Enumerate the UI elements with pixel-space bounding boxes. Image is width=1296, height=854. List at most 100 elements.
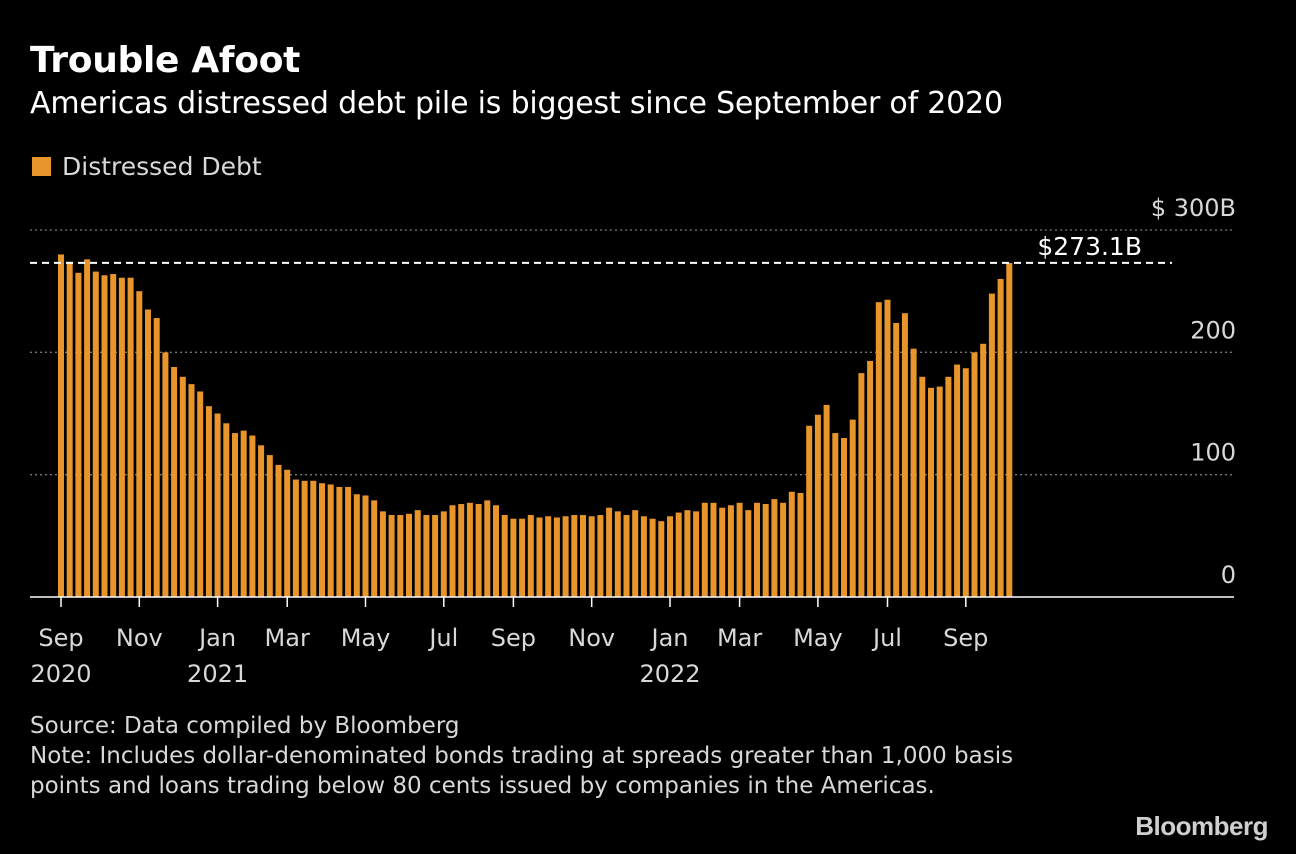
bar <box>449 505 456 597</box>
bar <box>684 510 691 597</box>
bar <box>214 413 221 597</box>
bloomberg-logo: Bloomberg <box>1135 811 1268 841</box>
y-tick-label: 0 <box>1221 561 1236 589</box>
chart-subtitle: Americas distressed debt pile is biggest… <box>30 86 1003 121</box>
bar <box>849 419 856 597</box>
bar <box>75 272 82 597</box>
x-tick-label: Nov <box>116 624 163 652</box>
bar <box>466 502 473 597</box>
bar <box>588 516 595 597</box>
bar <box>606 507 613 597</box>
y-tick-label: 200 <box>1190 316 1236 344</box>
bar <box>832 433 839 597</box>
x-tick-label: Jan <box>197 624 236 652</box>
bar <box>597 515 604 597</box>
bar <box>397 515 404 597</box>
x-tick-label: Sep <box>38 624 83 652</box>
bar <box>536 517 543 597</box>
bar <box>58 254 64 597</box>
bar <box>701 502 708 597</box>
bar <box>719 507 726 597</box>
bar <box>936 386 943 597</box>
x-tick-label: Mar <box>717 624 762 652</box>
bar <box>893 322 900 597</box>
bar <box>1006 263 1013 597</box>
bar <box>571 515 578 597</box>
bar-chart: $ 300B 200 100 0 $273.1B Sep 2020 Nov Jan 2021 Mar… <box>30 194 1236 688</box>
bar <box>432 515 439 597</box>
bar <box>623 515 630 597</box>
source-note: Source: Data compiled by Bloomberg <box>30 713 460 739</box>
bar <box>179 376 186 597</box>
bar <box>580 515 586 597</box>
bar <box>736 502 743 597</box>
bar <box>997 278 1004 597</box>
bar <box>84 259 91 597</box>
bar <box>249 435 256 597</box>
bar <box>693 511 700 597</box>
bar <box>362 495 369 597</box>
bar <box>884 299 891 597</box>
reference-line-label: $273.1B <box>1037 232 1142 261</box>
x-tick-label: Sep <box>491 624 536 652</box>
bar <box>301 480 308 597</box>
legend: Distressed Debt <box>32 152 262 181</box>
bar <box>92 271 99 597</box>
bar <box>519 518 526 597</box>
x-year-label: 2020 <box>30 660 91 688</box>
bar <box>475 504 482 597</box>
x-tick-label: Nov <box>568 624 615 652</box>
bar <box>614 511 621 597</box>
bar <box>971 352 978 597</box>
bar <box>527 515 534 597</box>
bar <box>806 425 813 597</box>
bar <box>510 518 517 597</box>
bar <box>101 275 108 597</box>
bar <box>171 367 178 597</box>
legend-label: Distressed Debt <box>62 152 262 181</box>
bar <box>188 384 195 597</box>
bar <box>145 309 151 597</box>
bar <box>223 423 230 597</box>
x-year-label: 2021 <box>187 660 248 688</box>
bar <box>327 484 334 597</box>
bar <box>232 433 238 597</box>
bar <box>319 483 325 597</box>
y-tick-label: 100 <box>1190 439 1236 467</box>
bar <box>754 502 760 597</box>
bar <box>675 512 682 597</box>
x-year-label: 2022 <box>639 660 700 688</box>
bar <box>658 521 665 597</box>
bar <box>484 500 491 597</box>
bar <box>553 517 560 597</box>
bar <box>545 516 552 597</box>
bar <box>118 277 125 597</box>
x-tick-label: Jan <box>650 624 689 652</box>
bar <box>945 376 952 597</box>
bar <box>371 500 378 597</box>
bar <box>379 511 386 597</box>
bar <box>640 516 647 597</box>
y-tick-label: $ 300B <box>1151 194 1236 222</box>
bar <box>458 504 465 597</box>
x-tick-label: May <box>793 624 843 652</box>
bar <box>136 291 143 597</box>
bar <box>867 360 874 597</box>
bar <box>440 511 447 597</box>
footer: Source: Data compiled by Bloomberg Note:… <box>30 711 1040 801</box>
bar <box>275 464 282 597</box>
bar <box>345 486 352 597</box>
bar <box>797 493 804 597</box>
bar <box>649 518 656 597</box>
bar <box>353 494 360 597</box>
bar <box>901 313 908 597</box>
chart-title: Trouble Afoot <box>30 40 301 81</box>
bar <box>928 387 934 597</box>
bar <box>406 513 412 597</box>
bar <box>284 469 291 597</box>
bar <box>501 515 508 597</box>
bar <box>388 515 395 597</box>
bar <box>66 261 73 597</box>
bar <box>814 414 821 597</box>
bar <box>632 510 639 597</box>
